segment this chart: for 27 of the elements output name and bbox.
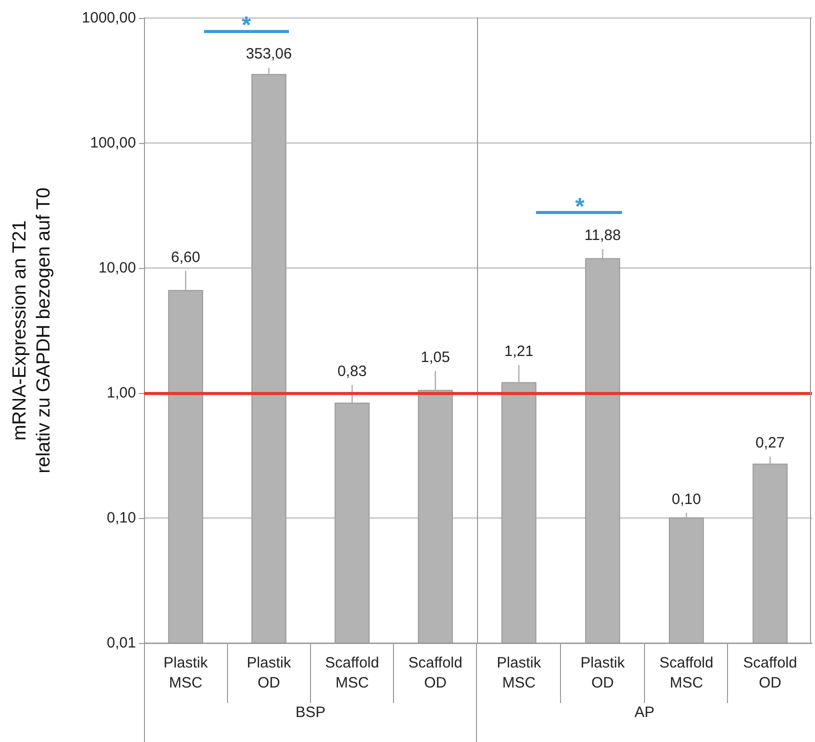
x-tick-label: Scaffold MSC bbox=[658, 654, 713, 692]
x-tick-label: Plastik OD bbox=[246, 654, 292, 692]
x-tick-label: Scaffold OD bbox=[742, 654, 797, 692]
y-tick-label: 0,10 bbox=[106, 510, 136, 526]
data-label: 1,05 bbox=[420, 348, 450, 366]
y-tick-label: 1,00 bbox=[106, 384, 136, 402]
y-tick-label: 0,01 bbox=[106, 634, 136, 652]
y-tick-label: 100,00 bbox=[90, 134, 136, 152]
x-axis-title: AP bbox=[634, 704, 654, 721]
x-tick-label: Plastik MSC bbox=[164, 654, 208, 692]
x-tick-label: Scaffold MSC bbox=[325, 654, 380, 692]
y-axis-title: mRNA-Expression an T21 relativ zu GAPDH bezogen auf T0 bbox=[10, 188, 54, 474]
data-label: 353,06 bbox=[246, 46, 292, 63]
data-label: 1,21 bbox=[504, 343, 533, 360]
annotation: * bbox=[574, 193, 585, 220]
data-label: 0,10 bbox=[671, 490, 700, 508]
data-label: 11,88 bbox=[584, 226, 620, 244]
x-tick-label: Scaffold OD bbox=[408, 654, 462, 692]
data-label: 6,60 bbox=[171, 248, 200, 266]
data-label: 0,83 bbox=[338, 362, 367, 380]
annotation: * bbox=[242, 12, 252, 40]
y-tick-label: 1000,00 bbox=[82, 10, 136, 26]
y-tick-label: 10,00 bbox=[98, 260, 136, 276]
x-tick-label: Plastik MSC bbox=[496, 654, 541, 692]
data-label: 0,27 bbox=[755, 434, 784, 452]
x-axis-title: BSP bbox=[295, 704, 326, 721]
x-tick-label: Plastik OD bbox=[580, 654, 625, 692]
